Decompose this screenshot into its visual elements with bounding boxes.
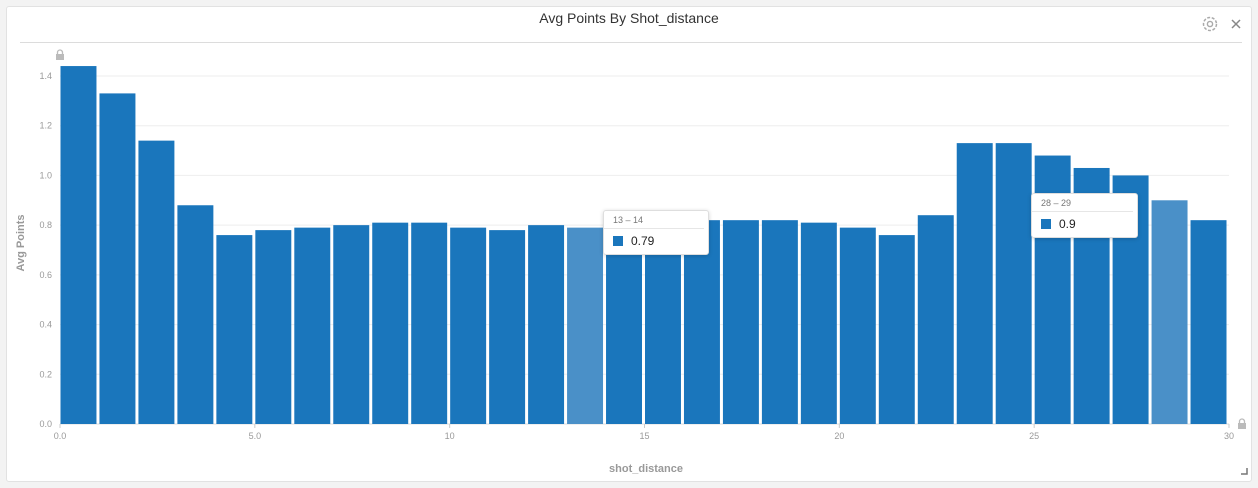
bars <box>60 66 1227 425</box>
x-tick-label: 15 <box>639 431 649 441</box>
bar-bin-10[interactable] <box>450 227 487 424</box>
tooltip-value: 0.9 <box>1059 217 1076 231</box>
close-icon[interactable] <box>1227 15 1245 33</box>
x-tick-label: 20 <box>834 431 844 441</box>
bar-bin-7[interactable] <box>333 225 370 424</box>
y-tick-label: 1.4 <box>39 71 52 81</box>
x-tick-label: 30 <box>1224 431 1234 441</box>
x-tick-label: 0.0 <box>54 431 67 441</box>
bar-bin-22[interactable] <box>917 215 954 424</box>
tooltip-bin-28: 28 – 29 0.9 <box>1031 193 1138 238</box>
y-tick-label: 1.2 <box>39 121 52 131</box>
chart-title: Avg Points By Shot_distance <box>539 10 719 26</box>
lock-icon[interactable] <box>56 49 64 60</box>
bar-bin-0[interactable] <box>60 66 97 425</box>
y-tick-label: 0.0 <box>39 419 52 429</box>
bar-bin-29[interactable] <box>1190 220 1227 424</box>
bar-bin-11[interactable] <box>489 230 526 424</box>
y-tick-label: 0.2 <box>39 369 52 379</box>
gear-icon[interactable] <box>1201 15 1219 33</box>
bar-bin-17[interactable] <box>722 220 759 424</box>
bar-bin-18[interactable] <box>761 220 798 424</box>
bar-bin-14[interactable] <box>606 227 642 424</box>
y-tick-label: 0.6 <box>39 270 52 280</box>
header-divider <box>20 42 1242 43</box>
bar-bin-3[interactable] <box>177 205 214 424</box>
tooltip-range: 28 – 29 <box>1032 194 1133 212</box>
lock-icon[interactable] <box>1238 418 1246 429</box>
x-tick-label: 25 <box>1029 431 1039 441</box>
x-axis-label: shot_distance <box>609 463 683 475</box>
bar-bin-19[interactable] <box>800 222 837 424</box>
x-tick-label: 10 <box>445 431 455 441</box>
bar-bin-24[interactable] <box>995 143 1032 424</box>
bar-bin-9[interactable] <box>411 222 448 424</box>
bar-bin-23[interactable] <box>956 143 993 424</box>
bar-bin-4[interactable] <box>216 235 253 424</box>
tooltip-swatch <box>613 236 623 246</box>
bar-bin-1[interactable] <box>99 93 136 425</box>
bar-bin-6[interactable] <box>294 227 331 424</box>
bar-bin-20[interactable] <box>839 227 876 424</box>
x-axis-ticks: 0.0 5.0 10 15 20 25 30 <box>54 424 1234 441</box>
y-tick-label: 0.8 <box>39 220 52 230</box>
bar-bin-15[interactable] <box>645 222 681 424</box>
bar-bin-2[interactable] <box>138 140 175 424</box>
bar-bin-28[interactable] <box>1151 200 1188 424</box>
bar-bin-21[interactable] <box>878 235 915 424</box>
tooltip-swatch <box>1041 219 1051 229</box>
y-axis-label: Avg Points <box>15 214 27 271</box>
bar-bin-5[interactable] <box>255 230 292 424</box>
tooltip-range: 13 – 14 <box>604 211 704 229</box>
y-tick-label: 0.4 <box>39 320 52 330</box>
bar-bin-13[interactable] <box>567 227 604 424</box>
x-tick-label: 5.0 <box>249 431 262 441</box>
y-axis-ticks: 0.0 0.2 0.4 0.6 0.8 1.0 1.2 1.4 <box>39 71 52 429</box>
tooltip-value: 0.79 <box>631 234 655 248</box>
bar-bin-12[interactable] <box>528 225 565 424</box>
bar-bin-8[interactable] <box>372 222 409 424</box>
resize-handle-icon[interactable] <box>1241 468 1248 475</box>
tooltip-bin-13: 13 – 14 0.79 <box>603 210 709 255</box>
y-tick-label: 1.0 <box>39 170 52 180</box>
